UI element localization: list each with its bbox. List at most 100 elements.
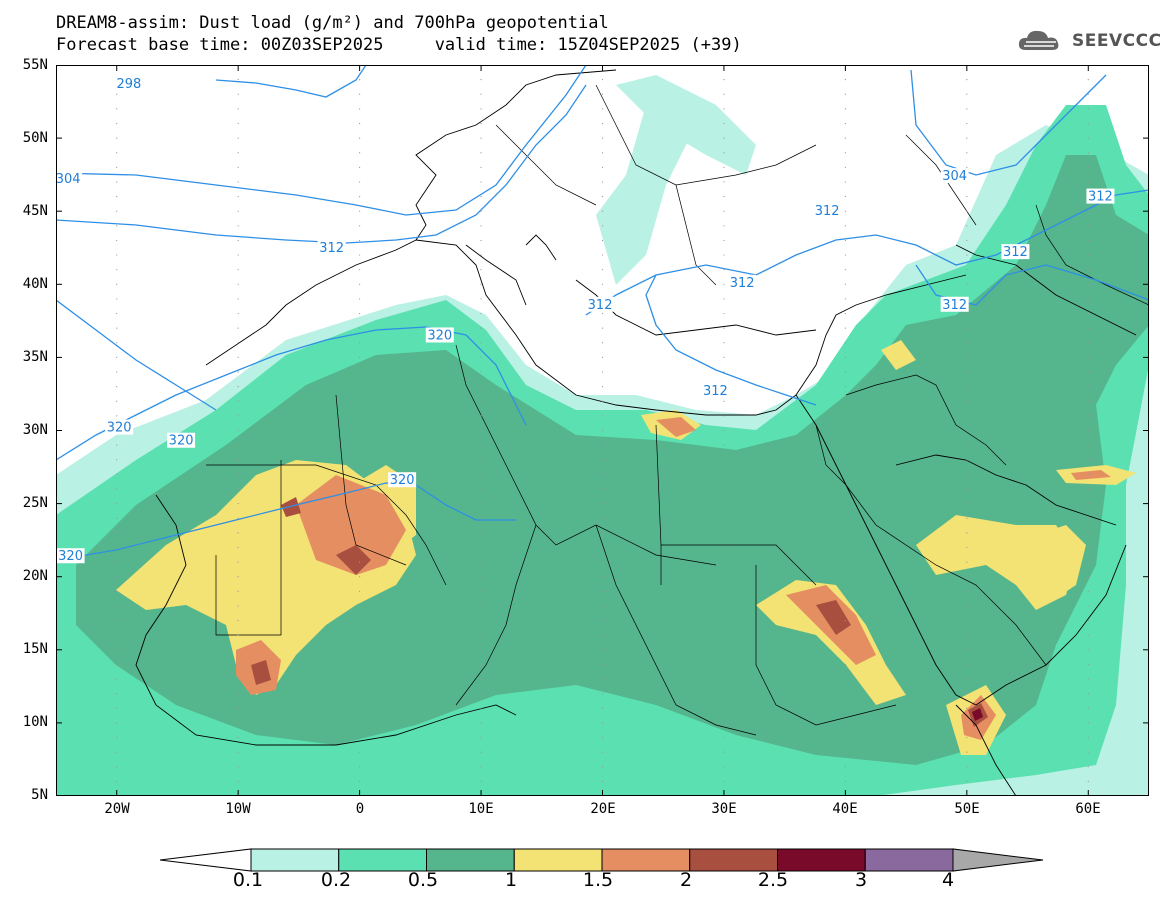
- dust-band-1-ethiopia: [756, 580, 906, 705]
- graticule-dot: [723, 356, 725, 358]
- graticule-dot: [237, 459, 239, 461]
- graticule-dot: [480, 576, 482, 578]
- graticule-dot: [1087, 546, 1089, 549]
- graticule-dot: [601, 736, 604, 739]
- graticule-dot: [966, 459, 968, 461]
- lon-label: 10E: [468, 801, 494, 817]
- lat-label: 20N: [22, 568, 48, 584]
- graticule-dot: [723, 590, 725, 592]
- graticule-dot: [1087, 298, 1089, 300]
- graticule-dot: [1087, 371, 1089, 373]
- graticule-dot: [237, 327, 239, 329]
- graticule-dot: [966, 342, 968, 344]
- graticule-dot: [116, 619, 118, 622]
- graticule-dot: [601, 371, 604, 373]
- graticule-dot: [601, 649, 604, 651]
- graticule-dot: [601, 225, 604, 227]
- graticule-dot: [359, 693, 361, 695]
- graticule-dot: [116, 356, 118, 358]
- contour-label: 320: [105, 419, 134, 436]
- graticule-dot: [116, 517, 118, 519]
- graticule-dot: [601, 122, 604, 125]
- graticule-dot: [237, 678, 239, 680]
- graticule-dot: [116, 751, 118, 753]
- graticule-dot: [359, 254, 361, 256]
- graticule-dot: [480, 356, 482, 358]
- colorbar-label: 4: [941, 869, 955, 891]
- graticule-dot: [237, 79, 239, 81]
- graticule-dot: [237, 605, 239, 607]
- graticule-dot: [966, 356, 968, 358]
- chart-subtitle: Forecast base time: 00Z03SEP2025 valid t…: [56, 35, 742, 55]
- graticule-dot: [116, 722, 118, 724]
- graticule-dot: [1087, 766, 1089, 768]
- graticule-dot: [480, 371, 482, 373]
- graticule-dot: [966, 166, 968, 168]
- graticule-dot: [723, 93, 725, 95]
- graticule-dot: [723, 488, 725, 490]
- graticule-dot: [116, 195, 118, 198]
- graticule-dot: [966, 678, 968, 680]
- graticule-dot: [601, 137, 604, 139]
- contour-label: 320: [56, 548, 85, 564]
- graticule-dot: [237, 488, 239, 490]
- colorbar-bin: [338, 848, 427, 872]
- graticule-dot: [723, 649, 725, 651]
- dust-band-0.1-balkans: [596, 85, 696, 285]
- dust-band-2-sahara: [336, 545, 371, 575]
- contour-312-ne: [915, 264, 1149, 306]
- graticule-dot: [844, 722, 846, 724]
- graticule-dot: [844, 751, 846, 753]
- graticule-dot: [1087, 283, 1089, 285]
- graticule-dot: [480, 166, 482, 168]
- graticule-dot: [359, 371, 361, 373]
- graticule-dot: [844, 459, 846, 461]
- graticule-dot: [966, 561, 968, 563]
- graticule-dot: [116, 473, 118, 475]
- graticule-dot: [237, 722, 239, 724]
- graticule-dot: [966, 152, 968, 154]
- graticule-dot: [844, 152, 846, 154]
- graticule-dot: [966, 429, 968, 432]
- graticule-dot: [844, 195, 846, 198]
- graticule-dot: [601, 663, 604, 666]
- graticule-dot: [480, 634, 482, 636]
- graticule-dot: [237, 239, 239, 242]
- graticule-dot: [480, 736, 482, 739]
- lat-label: 35N: [22, 349, 48, 365]
- graticule-dot: [601, 473, 604, 475]
- graticule-dot: [601, 634, 604, 636]
- lon-label: 30E: [711, 801, 737, 817]
- graticule-dot: [723, 195, 725, 198]
- graticule-dot: [966, 663, 968, 666]
- graticule-dot: [237, 254, 239, 256]
- graticule-dot: [966, 576, 968, 578]
- graticule-dot: [480, 707, 482, 709]
- graticule-dot: [844, 283, 846, 285]
- graticule-dot: [723, 707, 725, 709]
- graticule-dot: [237, 415, 239, 417]
- graticule-dot: [723, 678, 725, 680]
- contour-312-east: [585, 189, 1149, 316]
- graticule-dot: [237, 693, 239, 695]
- graticule-dot: [1087, 239, 1089, 242]
- graticule-dot: [723, 693, 725, 695]
- contour-label-text: 320: [169, 434, 194, 449]
- graticule-dot: [480, 400, 482, 402]
- graticule-dot: [966, 195, 968, 198]
- graticule-dot: [480, 649, 482, 651]
- lon-label: 20W: [104, 801, 130, 817]
- graticule-dot: [601, 722, 604, 724]
- contour-312-med: [645, 274, 817, 406]
- graticule-dot: [116, 415, 118, 417]
- graticule-dot: [844, 79, 846, 81]
- graticule-dot: [1087, 444, 1089, 446]
- graticule-dot: [723, 400, 725, 402]
- graticule-dot: [601, 444, 604, 446]
- colorbar-bin: [426, 848, 515, 872]
- graticule-dot: [1087, 93, 1089, 95]
- contour-label-text: 312: [1003, 245, 1028, 260]
- graticule-dot: [966, 371, 968, 373]
- graticule-dot: [601, 678, 604, 680]
- graticule-dot: [601, 269, 604, 271]
